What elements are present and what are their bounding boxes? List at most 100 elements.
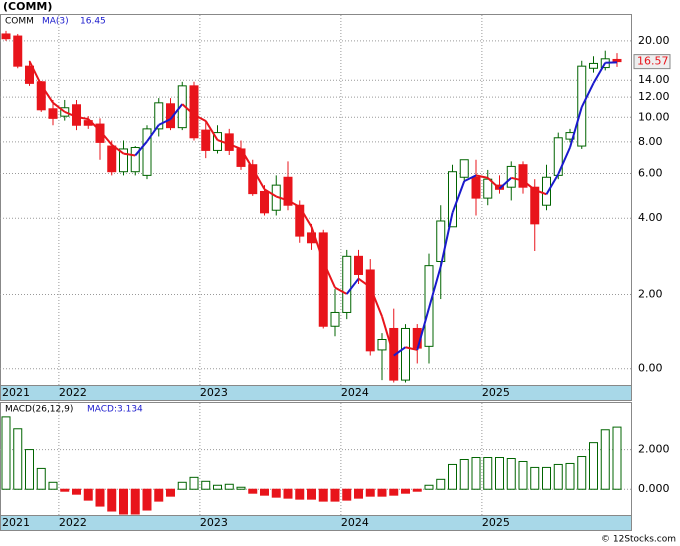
y-tick-label: 0.00 (638, 362, 663, 375)
candle-body (295, 204, 305, 237)
candle-body (365, 269, 375, 352)
ma-segment (87, 118, 101, 132)
macd-bar (330, 488, 340, 502)
candle-body (95, 123, 105, 143)
macd-bar (36, 467, 46, 490)
ma-segment (99, 130, 113, 146)
last-price-box (633, 54, 671, 70)
candle-body (483, 178, 493, 199)
price-panel (0, 14, 632, 386)
macd-bar (307, 488, 316, 500)
macd-title: MACD(26,12,9) (5, 405, 73, 415)
macd-bar (260, 488, 269, 496)
ma-segment (181, 103, 195, 116)
macd-bar (401, 488, 410, 494)
y-tick-label: 0.000 (638, 482, 670, 495)
candle-body (542, 176, 551, 206)
ma-segment (475, 174, 488, 179)
candle-body (119, 148, 128, 173)
ma-segment (428, 266, 442, 309)
ma-segment (263, 188, 277, 198)
macd-bar (459, 458, 469, 490)
candle-body (248, 164, 258, 195)
candle-body (589, 62, 598, 69)
candle-body (107, 145, 117, 173)
ma-segment (393, 346, 407, 357)
macd-bar (565, 462, 575, 490)
ma-segment (345, 278, 360, 295)
ma-segment (369, 286, 383, 317)
candle-body (330, 311, 340, 327)
macd-bar (577, 456, 587, 490)
macd-legend-value: 3.134 (117, 405, 143, 415)
candle-body (354, 255, 363, 275)
ma-segment (545, 173, 560, 195)
macd-bar (236, 486, 246, 490)
y-tick-label: 8.00 (638, 135, 663, 148)
x-tick-label: 2024 (341, 516, 369, 529)
macd-bar (224, 483, 234, 490)
macd-bar (1, 416, 11, 490)
candle-body (377, 339, 387, 351)
x-tick-label: 2025 (482, 386, 510, 399)
macd-bar (283, 488, 293, 499)
macd-bar (365, 488, 375, 497)
ma-segment (275, 195, 289, 202)
candle-body (342, 255, 352, 313)
macd-bar (142, 488, 152, 511)
macd-bar (60, 488, 70, 492)
macd-bar (542, 466, 551, 490)
x-tick-label: 2022 (59, 386, 87, 399)
candle-body (506, 165, 516, 188)
candle-body (130, 146, 140, 173)
macd-bar (248, 488, 258, 494)
ma-segment (451, 180, 466, 214)
ma-segment (64, 110, 77, 118)
macd-bar (495, 457, 504, 490)
macd-bar (377, 488, 387, 497)
macd-bar (412, 488, 422, 492)
macd-bar (271, 488, 281, 498)
macd-bar (318, 488, 328, 502)
ma-segment (193, 113, 207, 122)
ma-segment (439, 212, 454, 267)
y-tick-label: 2.00 (638, 288, 663, 301)
macd-legend-label: MACD: (87, 405, 117, 415)
ma-segment (52, 102, 66, 113)
y-tick-label: 4.00 (638, 211, 663, 224)
candle-body (530, 186, 540, 225)
candle-body (459, 159, 469, 178)
ma-segment (287, 199, 301, 208)
candle-body (48, 108, 58, 119)
macd-bar (130, 488, 140, 515)
ma-segment (298, 206, 313, 228)
x-tick-label: 2021 (2, 516, 30, 529)
ma-segment (76, 115, 89, 121)
ma-segment (522, 179, 536, 191)
y-tick-label: 20.00 (638, 34, 670, 47)
candle-body (142, 128, 152, 176)
ma-segment (310, 226, 325, 262)
legend-ma-value: 16.45 (80, 17, 106, 27)
macd-bar (295, 488, 305, 500)
candle-body (495, 184, 504, 190)
ma-segment (217, 139, 230, 146)
x-tick-label: 2022 (59, 516, 87, 529)
candle-body (401, 327, 410, 381)
candle-body (13, 35, 23, 67)
date-band (0, 515, 632, 531)
x-tick-label: 2024 (341, 386, 369, 399)
macd-bar (25, 449, 34, 490)
candle-body (236, 148, 246, 167)
y-tick-label: 12.00 (638, 90, 670, 103)
macd-bar (213, 484, 222, 490)
x-tick-label: 2021 (2, 386, 30, 399)
chart-title: (COMM) (3, 0, 52, 13)
ma-segment (416, 307, 430, 351)
macd-bar (48, 481, 58, 490)
macd-bar (436, 478, 446, 490)
macd-bar (95, 488, 105, 507)
ma-segment (40, 84, 54, 104)
legend-name: COMM (5, 17, 34, 27)
ma-segment (405, 346, 418, 351)
